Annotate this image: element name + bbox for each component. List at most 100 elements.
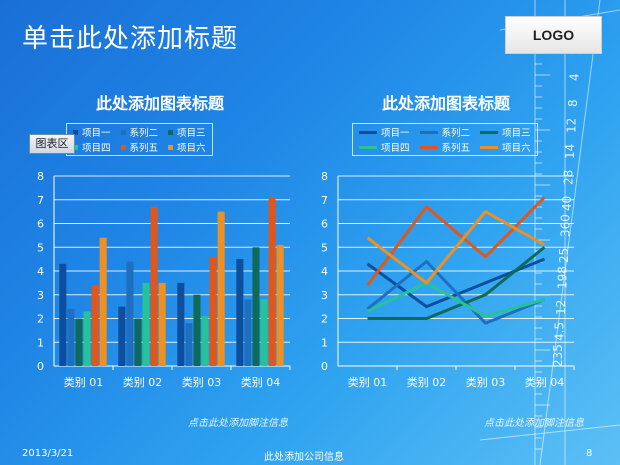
bar — [244, 299, 252, 366]
bar — [252, 247, 260, 366]
bar — [185, 323, 193, 366]
legend-item: 项目一 — [73, 125, 111, 139]
bar — [209, 256, 217, 366]
footer-company: 此处添加公司信息 — [264, 452, 344, 463]
y-tick-label: 7 — [321, 194, 328, 207]
legend-label: 项目六 — [502, 143, 531, 154]
series-line — [366, 260, 546, 325]
legend-item: 项目六 — [168, 140, 206, 154]
legend-swatch — [359, 130, 377, 134]
bar — [142, 282, 150, 366]
legend-label: 项目三 — [177, 128, 206, 139]
y-tick-label: 1 — [321, 336, 328, 349]
x-tick-label: 类别 03 — [182, 375, 222, 389]
legend-label: 系列二 — [129, 128, 159, 139]
legend-label: 系列二 — [441, 128, 471, 139]
legend-item: 项目六 — [480, 140, 531, 154]
legend-item: 系列二 — [120, 125, 159, 139]
legend-item: 系列五 — [419, 140, 470, 154]
legend-item: 系列二 — [419, 125, 471, 139]
bar — [134, 318, 142, 366]
legend-swatch — [168, 144, 174, 150]
bar — [193, 294, 201, 366]
bar — [83, 311, 91, 366]
y-tick-label: 3 — [37, 289, 44, 302]
x-tick-label: 类别 04 — [525, 375, 565, 389]
left-chart-footnote[interactable]: 点击此处添加脚注信息 — [188, 418, 288, 429]
y-tick-label: 8 — [321, 170, 328, 183]
legend-swatch — [120, 129, 126, 135]
page-number: 8 — [586, 448, 593, 459]
y-tick-label: 5 — [321, 241, 328, 254]
series-line — [366, 210, 546, 285]
right-chart-footnote[interactable]: 点击此处添加脚注信息 — [484, 418, 584, 429]
bar — [150, 206, 158, 366]
y-tick-label: 8 — [37, 170, 44, 183]
x-tick-label: 类别 02 — [123, 375, 163, 389]
legend-swatch — [120, 144, 126, 150]
legend-swatch — [419, 145, 438, 149]
bar-chart[interactable]: 0 1 2 3 4 5 6 7 8 类别 01 类别 02 类别 03 类别 04 — [30, 165, 300, 395]
chart-area-tooltip: 图表区 — [29, 134, 75, 154]
ruler-label: 14 — [563, 144, 577, 159]
y-tick-label: 7 — [37, 194, 44, 207]
legend-item: 项目三 — [480, 125, 531, 139]
y-tick-label: 4 — [321, 265, 328, 278]
legend-swatch — [419, 130, 438, 134]
legend-swatch — [359, 145, 377, 149]
y-tick-label: 2 — [321, 313, 328, 326]
y-tick-label: 6 — [37, 218, 44, 231]
series-line — [366, 196, 546, 287]
left-chart-title[interactable]: 此处添加图表标题 — [95, 94, 224, 113]
bar — [67, 309, 75, 366]
logo: LOGO — [505, 16, 602, 54]
ruler-label: 12 — [565, 118, 579, 133]
y-tick-label: 0 — [37, 360, 44, 373]
series-line — [366, 281, 545, 318]
x-tick-label: 类别 01 — [348, 375, 388, 389]
y-tick-label: 1 — [37, 336, 44, 349]
ruler-label: 8 — [566, 99, 580, 107]
y-tick-label: 5 — [37, 241, 44, 254]
legend-swatch — [73, 129, 78, 135]
right-chart-title[interactable]: 此处添加图表标题 — [381, 94, 510, 113]
legend-label: 项目一 — [82, 128, 111, 139]
line-chart[interactable]: 0 1 2 3 4 5 6 7 8 类别 01 类别 02 类别 03 类别 04 — [314, 165, 584, 395]
legend-label: 系列五 — [129, 143, 159, 154]
legend-swatch — [73, 144, 78, 150]
y-tick-label: 4 — [37, 265, 44, 278]
y-tick-label: 3 — [321, 289, 328, 302]
y-tick-label: 6 — [321, 218, 328, 231]
x-tick-label: 类别 03 — [466, 375, 506, 389]
bar — [126, 261, 134, 366]
legend-item: 项目四 — [359, 140, 410, 154]
series-line — [367, 246, 546, 320]
ruler-label: 4 — [568, 73, 582, 81]
legend-item: 项目一 — [359, 125, 410, 139]
slide-title[interactable]: 单击此处添加标题 — [22, 24, 239, 54]
bar — [260, 299, 268, 366]
legend-item: 项目四 — [73, 140, 111, 154]
right-chart-legend: 项目一 系列二 项目三项目四 系列五 项目六 — [352, 123, 538, 156]
legend-label: 项目四 — [82, 143, 111, 154]
x-tick-label: 类别 02 — [407, 375, 447, 389]
x-tick-label: 类别 04 — [241, 375, 281, 389]
legend-label: 项目六 — [177, 143, 206, 154]
legend-label: 项目四 — [381, 143, 410, 154]
x-tick-label: 类别 01 — [64, 375, 104, 389]
y-tick-label: 2 — [37, 313, 44, 326]
bar — [99, 237, 107, 366]
legend-label: 项目三 — [502, 128, 531, 139]
legend-swatch — [480, 130, 499, 134]
bar — [59, 263, 67, 366]
bar — [177, 282, 185, 366]
footer-date: 2013/3/21 — [22, 448, 74, 459]
bar — [75, 318, 83, 366]
legend-item: 系列五 — [120, 140, 159, 154]
y-tick-label: 0 — [321, 360, 328, 373]
bar — [236, 259, 244, 366]
left-chart-legend: 项目一 系列二 项目三项目四 系列五 项目六 — [66, 123, 213, 156]
legend-swatch — [480, 145, 499, 149]
bar — [201, 316, 209, 366]
legend-swatch — [168, 129, 174, 135]
